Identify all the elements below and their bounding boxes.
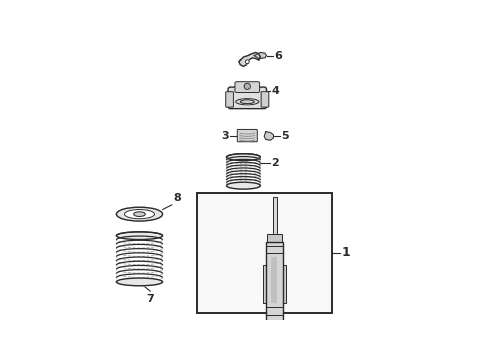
Bar (271, 257, 277, 303)
Ellipse shape (245, 60, 249, 64)
FancyBboxPatch shape (235, 82, 260, 93)
Text: 6: 6 (274, 50, 282, 60)
Text: 2: 2 (271, 158, 279, 167)
Bar (267, 234, 282, 242)
Ellipse shape (116, 232, 163, 239)
Ellipse shape (246, 85, 249, 88)
Ellipse shape (240, 100, 254, 104)
Polygon shape (254, 53, 267, 59)
Text: 5: 5 (281, 131, 289, 141)
Ellipse shape (124, 210, 154, 219)
Text: 3: 3 (221, 131, 229, 141)
Ellipse shape (116, 278, 163, 286)
Bar (197, 193, 332, 313)
FancyBboxPatch shape (228, 87, 267, 109)
Polygon shape (264, 132, 273, 140)
FancyBboxPatch shape (237, 130, 257, 142)
FancyBboxPatch shape (226, 92, 233, 107)
Text: 7: 7 (147, 294, 154, 304)
Ellipse shape (226, 182, 260, 189)
Bar (273, 197, 276, 236)
Bar (263, 265, 286, 303)
FancyBboxPatch shape (261, 92, 269, 107)
Bar (266, 242, 283, 360)
Text: 4: 4 (272, 86, 280, 96)
Ellipse shape (236, 99, 259, 105)
Ellipse shape (116, 207, 163, 221)
Text: 1: 1 (341, 246, 350, 259)
Ellipse shape (134, 212, 145, 216)
Ellipse shape (244, 83, 250, 89)
Polygon shape (239, 53, 260, 66)
Text: 8: 8 (173, 193, 181, 203)
Ellipse shape (226, 154, 260, 161)
